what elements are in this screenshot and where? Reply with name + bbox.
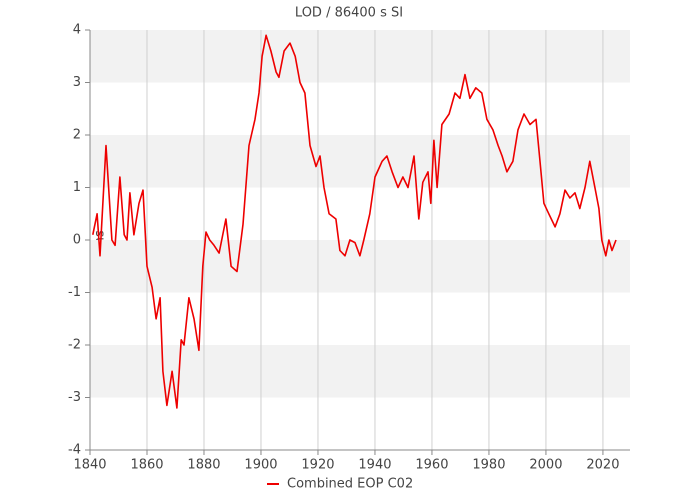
x-tick-label: 2020: [586, 458, 619, 473]
grid-band: [90, 240, 630, 293]
y-tick-label: 4: [73, 23, 81, 38]
y-tick-label: -2: [68, 338, 81, 353]
y-tick-label: 0: [73, 233, 81, 248]
x-tick-label: 1860: [130, 458, 163, 473]
y-tick-label: -4: [68, 443, 81, 458]
x-tick-label: 1900: [244, 458, 277, 473]
data-line: [92, 34, 617, 409]
y-tick-label: 1: [73, 180, 81, 195]
x-tick-label: 2000: [529, 458, 562, 473]
x-tick-label: 1940: [358, 458, 391, 473]
chart-title: LOD / 86400 s SI: [295, 6, 403, 21]
x-tick-label: 1840: [73, 458, 106, 473]
grid-band: [90, 30, 630, 83]
x-tick-label: 1960: [415, 458, 448, 473]
grid-band: [90, 135, 630, 188]
grid-band: [90, 345, 630, 398]
y-tick-label: 2: [73, 128, 81, 143]
y-tick-label: -1: [68, 285, 81, 300]
plot: 1840 1860 1880 1900 1920 1940 1960 1980 2000 2020…: [68, 23, 630, 492]
x-tick-label: 1880: [187, 458, 220, 473]
y-tick-label: 3: [73, 75, 81, 90]
x-tick-label: 1980: [472, 458, 505, 473]
legend-label: Combined EOP C02: [287, 477, 413, 492]
y-tick-label: -3: [68, 390, 81, 405]
x-tick-label: 1920: [301, 458, 334, 473]
